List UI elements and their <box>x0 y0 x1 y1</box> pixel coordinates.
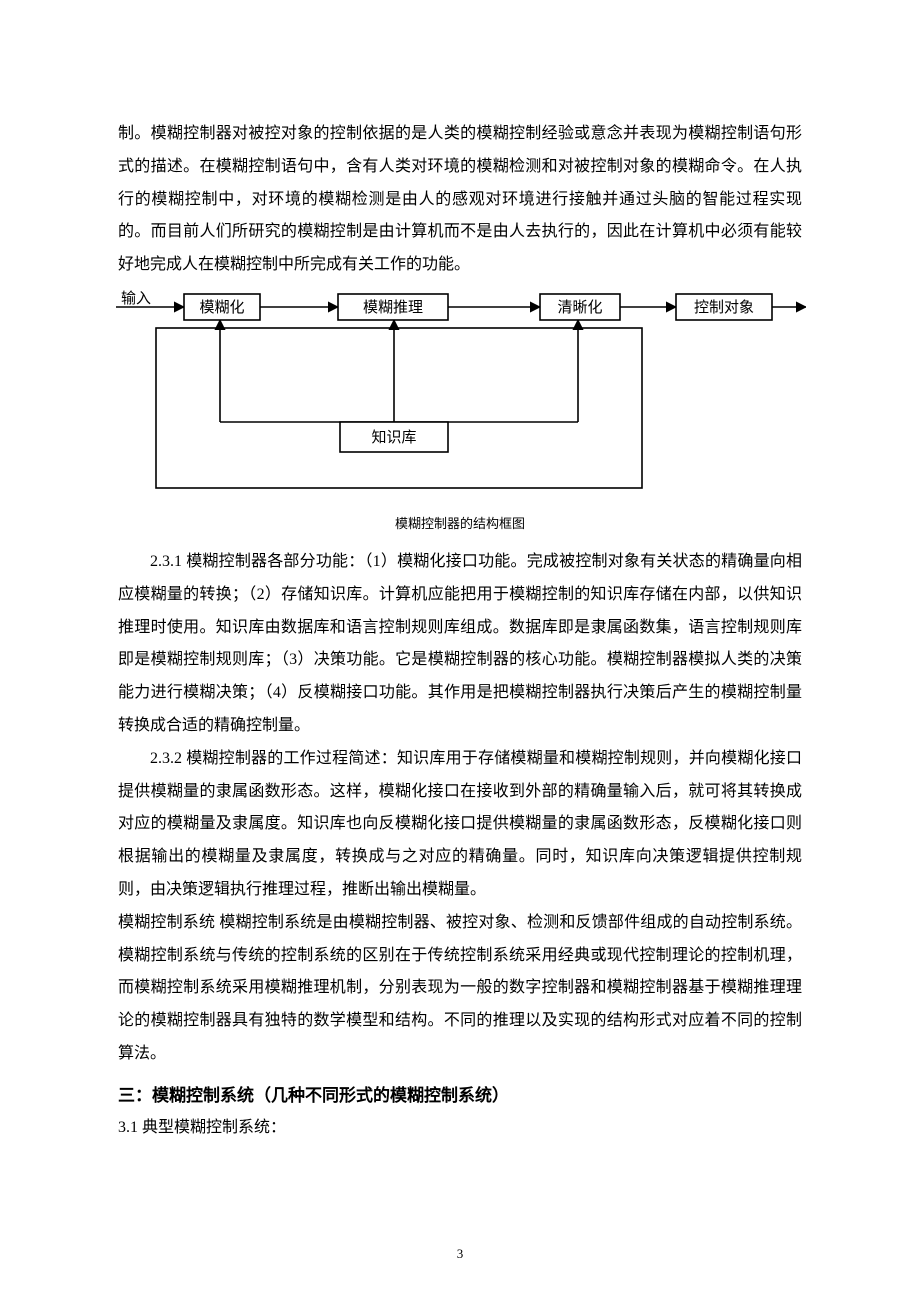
fuzzy-controller-diagram: 输入模糊化 模糊推理 清晰化 控制对象知识库 <box>116 286 806 501</box>
svg-text:控制对象: 控制对象 <box>694 299 754 316</box>
diagram-caption: 模糊控制器的结构框图 <box>118 513 802 532</box>
heading-section-3: 三：模糊控制系统（几种不同形式的模糊控制系统） <box>118 1081 802 1106</box>
svg-text:清晰化: 清晰化 <box>557 299 602 316</box>
document-page: 制。模糊控制器对被控对象的控制依据的是人类的模糊控制经验或意念并表现为模糊控制语… <box>0 0 920 1302</box>
svg-text:模糊推理: 模糊推理 <box>363 299 423 316</box>
svg-text:模糊化: 模糊化 <box>199 299 244 316</box>
paragraph-2: 2.3.1 模糊控制器各部分功能：（1）模糊化接口功能。完成被控制对象有关状态的… <box>118 546 802 743</box>
paragraph-1: 制。模糊控制器对被控对象的控制依据的是人类的模糊控制经验或意念并表现为模糊控制语… <box>118 118 802 282</box>
paragraph-3: 2.3.2 模糊控制器的工作过程简述：知识库用于存储模糊量和模糊控制规则，并向模… <box>118 743 802 907</box>
svg-text:知识库: 知识库 <box>371 429 416 446</box>
paragraph-4: 模糊控制系统 模糊控制系统是由模糊控制器、被控对象、检测和反馈部件组成的自动控制… <box>118 907 802 1071</box>
subheading-3-1: 3.1 典型模糊控制系统： <box>118 1112 802 1144</box>
svg-text:输入: 输入 <box>121 290 151 307</box>
page-number: 3 <box>0 1246 920 1262</box>
